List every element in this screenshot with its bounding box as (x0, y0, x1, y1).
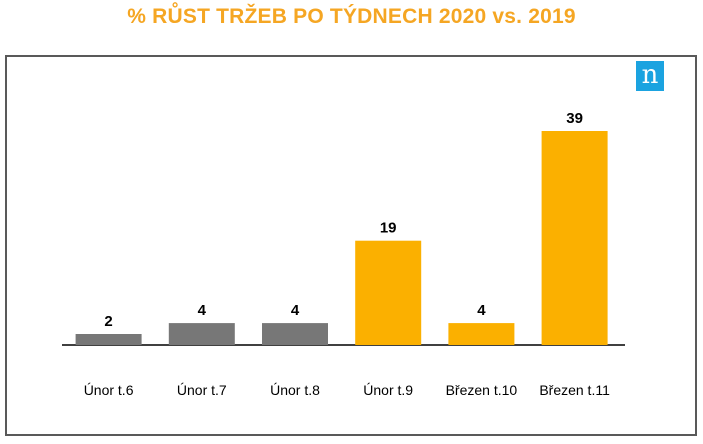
chart-title: % RŮST TRŽEB PO TÝDNECH 2020 vs. 2019 (127, 5, 576, 28)
bar-1 (75, 334, 142, 345)
bar-5 (448, 323, 515, 345)
data-label-5: 4 (477, 302, 486, 319)
nielsen-logo-icon: n (636, 61, 664, 91)
category-label-1: Únor t.6 (84, 382, 134, 398)
category-label-5: Březen t.10 (446, 382, 518, 398)
data-label-4: 19 (380, 220, 397, 237)
category-label-4: Únor t.9 (363, 382, 413, 398)
category-label-3: Únor t.8 (270, 382, 320, 398)
bar-6 (541, 131, 608, 345)
bar-3 (262, 323, 328, 345)
data-label-2: 4 (198, 302, 207, 319)
bar-2 (168, 323, 235, 345)
bar-4 (355, 240, 422, 345)
category-label-2: Únor t.7 (177, 382, 227, 398)
data-label-3: 4 (291, 302, 300, 319)
category-label-6: Březen t.11 (539, 382, 610, 398)
data-label-6: 39 (566, 110, 583, 127)
bars-group: 2 Únor t.6 4 Únor t.7 4 Únor t.8 19 Únor t.9 4 Bř… (75, 110, 610, 398)
data-label-1: 2 (104, 313, 112, 330)
